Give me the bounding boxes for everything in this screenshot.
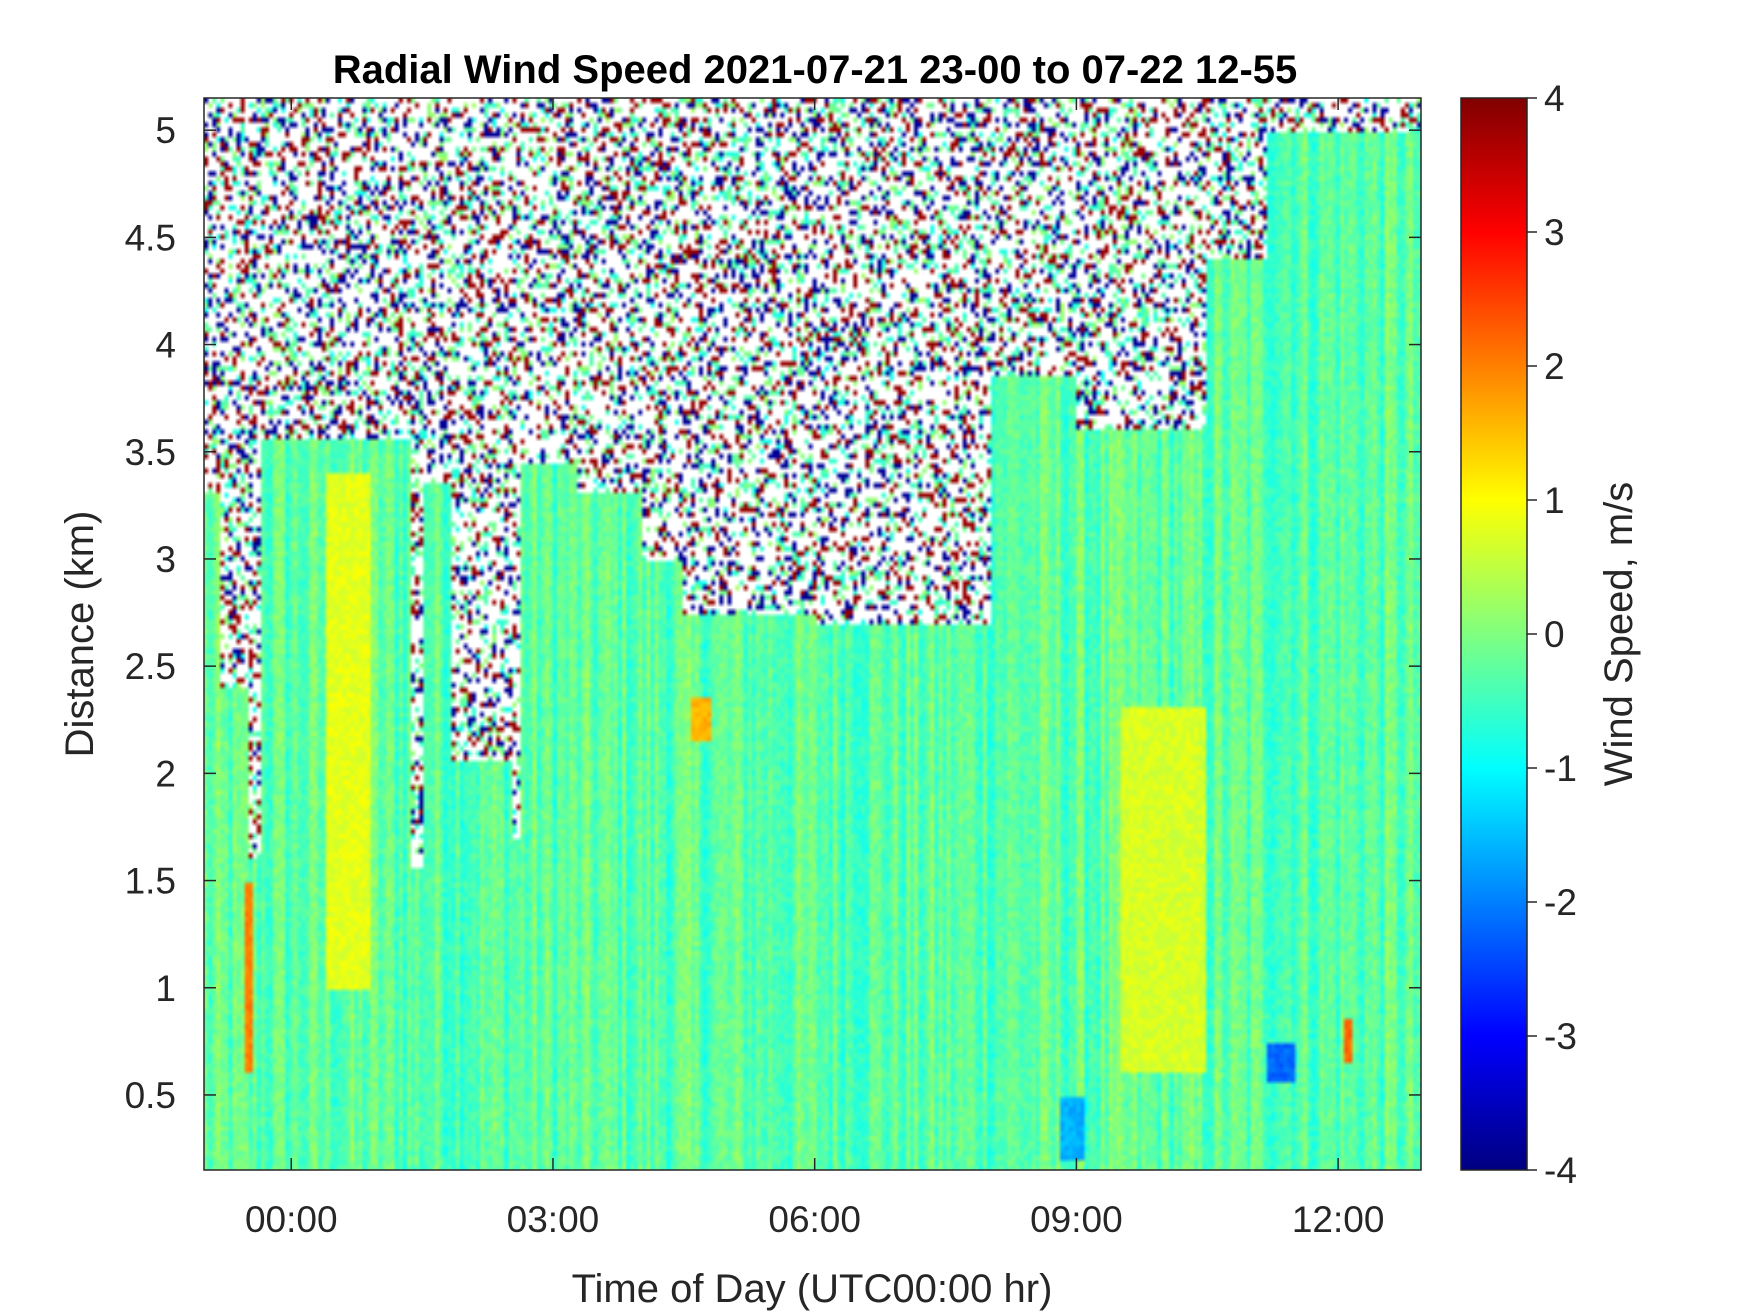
y-tick-label: 4 — [155, 325, 176, 366]
y-tick-label: 5 — [155, 110, 176, 151]
heatmap-image — [204, 98, 1421, 1170]
y-axis-label: Distance (km) — [58, 511, 102, 758]
chart-title: Radial Wind Speed 2021-07-21 23-00 to 07… — [333, 48, 1298, 92]
y-axis: 0.5 1 1.5 2 2.5 3 3.5 4 4.5 5 — [125, 110, 1421, 1116]
x-tick-label: 06:00 — [768, 1199, 861, 1240]
plot-area — [203, 97, 1422, 1171]
colorbar-tick-label: -1 — [1544, 748, 1577, 789]
colorbar-tick-label: -3 — [1544, 1016, 1577, 1057]
y-tick-label: 2.5 — [125, 646, 176, 687]
y-tick-label: 1.5 — [125, 861, 176, 902]
y-tick-label: 0.5 — [125, 1075, 176, 1116]
y-tick-label: 2 — [155, 753, 176, 794]
colorbar-gradient — [1460, 97, 1528, 1171]
colorbar-label: Wind Speed, m/s — [1597, 482, 1641, 787]
x-axis: 00:00 03:00 06:00 09:00 12:00 — [245, 98, 1384, 1240]
y-tick-label: 3 — [155, 539, 176, 580]
colorbar-tick-label: 2 — [1544, 346, 1565, 387]
y-tick-label: 4.5 — [125, 217, 176, 258]
colorbar-ticks: 4 3 2 1 0 -1 -2 -3 -4 — [1527, 78, 1577, 1191]
colorbar-tick-label: 3 — [1544, 212, 1565, 253]
x-tick-label: 12:00 — [1292, 1199, 1385, 1240]
colorbar-tick-label: -4 — [1544, 1150, 1577, 1191]
x-tick-label: 09:00 — [1030, 1199, 1123, 1240]
y-tick-label: 3.5 — [125, 432, 176, 473]
colorbar: 4 3 2 1 0 -1 -2 -3 -4 Wind Speed, m/s — [1460, 78, 1641, 1191]
colorbar-tick-label: 1 — [1544, 480, 1565, 521]
x-axis-label: Time of Day (UTC00:00 hr) — [572, 1267, 1053, 1311]
plot-frame — [203, 97, 1422, 1171]
x-tick-label: 00:00 — [245, 1199, 338, 1240]
y-tick-label: 1 — [155, 968, 176, 1009]
colorbar-tick-label: 4 — [1544, 78, 1565, 119]
x-tick-label: 03:00 — [507, 1199, 600, 1240]
colorbar-tick-label: 0 — [1544, 614, 1565, 655]
colorbar-tick-label: -2 — [1544, 882, 1577, 923]
